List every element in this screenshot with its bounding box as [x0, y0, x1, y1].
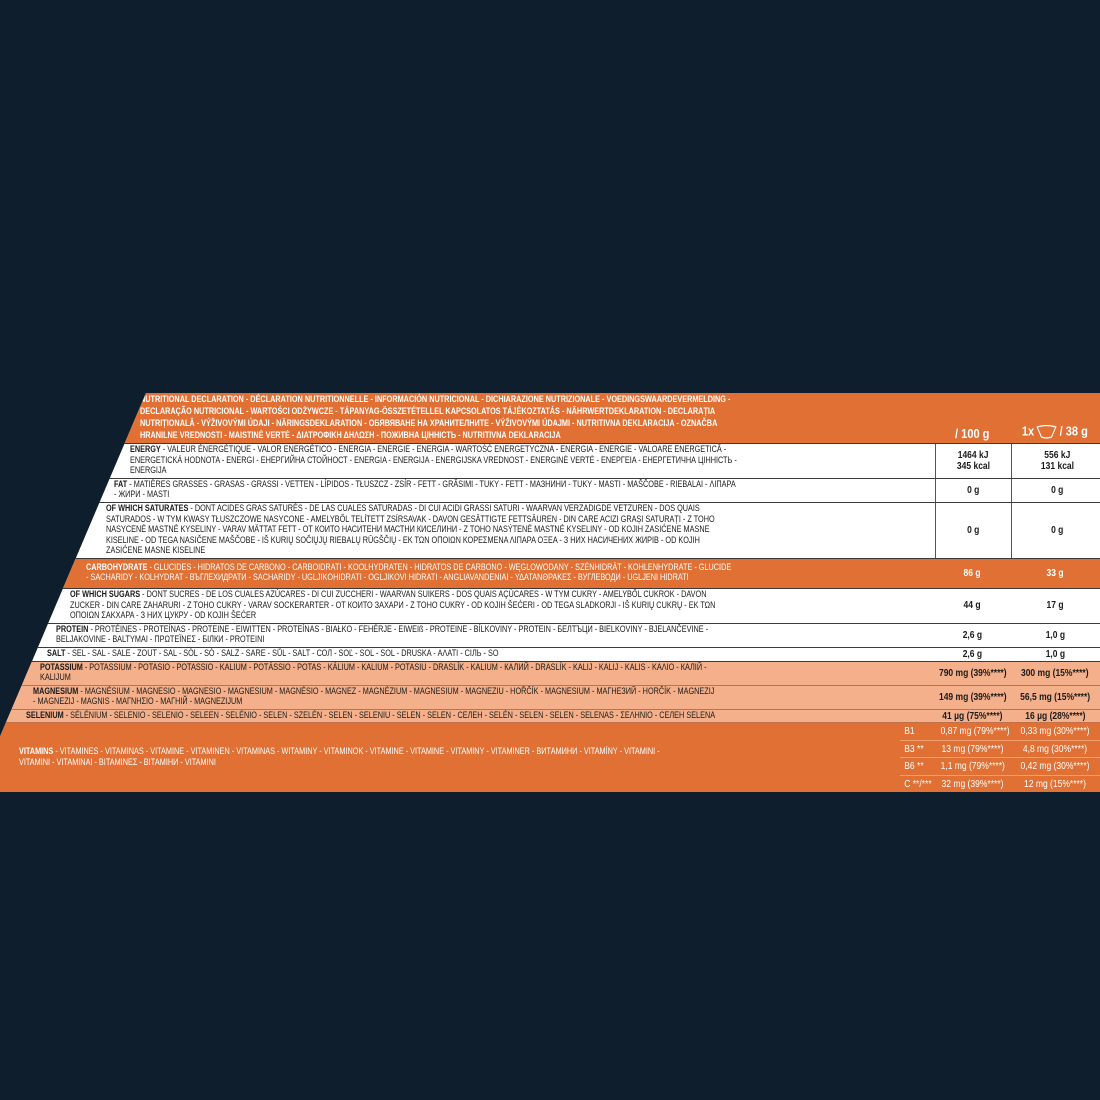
table-row-energy: ENERGY - VALEUR ÉNERGÉTIQUE - VALOR ENER… — [0, 444, 1100, 479]
table-row-sugars: OF WHICH SUGARS - DONT SUCRES - DE LOS C… — [0, 589, 1100, 624]
per-100g-header: / 100 g — [955, 426, 990, 441]
table-row-vitamins: VITAMINS - VITAMINES - VITAMINAS - VITAM… — [0, 723, 1100, 793]
vitamin-b6: B6 ** 1,1 mg (79%****) 0,42 mg (30%****) — [900, 758, 1100, 776]
vitamin-b1: B1 0,87 mg (79%****) 0,33 mg (30%****) — [900, 723, 1100, 741]
table-header: NUTRITIONAL DECLARATION - DÉCLARATION NU… — [0, 393, 1100, 444]
table-row-magnesium: MAGNESIUM - MAGNÉSIUM - MAGNESIO - MAGNE… — [0, 685, 1100, 710]
table-row-potassium: POTASSIUM - POTASSIUM - POTASIO - POTASS… — [0, 661, 1100, 686]
table-row-fat: FAT - MATIÈRES GRASSES - GRASAS - GRASSI… — [0, 478, 1100, 503]
nutrition-declaration-title: NUTRITIONAL DECLARATION - DÉCLARATION NU… — [140, 394, 731, 441]
bowl-icon — [1036, 425, 1058, 439]
table-row-protein: PROTEIN - PROTÉINES - PROTEÍNAS - PROTEI… — [0, 624, 1100, 648]
vitamin-values: B1 0,87 mg (79%****) 0,33 mg (30%****) B3 … — [900, 723, 1100, 792]
row-name: ENERGY — [130, 444, 161, 455]
vitamin-b3: B3 ** 13 mg (79%****) 4,8 mg (30%****) — [900, 741, 1100, 759]
nutrition-table: NUTRITIONAL DECLARATION - DÉCLARATION NU… — [0, 393, 1100, 793]
table-row-carbohydrate: CARBOHYDRATE - GLUCIDES - HIDRATOS DE CA… — [0, 558, 1100, 589]
table-row-saturates: OF WHICH SATURATES - DONT ACIDES GRAS SA… — [0, 502, 1100, 559]
table-row-selenium: SELENIUM - SÉLÉNIUM - SELENIO - SELENIO … — [0, 709, 1100, 724]
per-serving-header: 1x/ 38 g — [1021, 423, 1089, 439]
vitamin-c: C **/*** 32 mg (39%****) 12 mg (15%****) — [904, 778, 1086, 790]
table-row-salt: SALT - SEL - SAL - SALE - ZOUT - SAL - S… — [0, 648, 1100, 662]
